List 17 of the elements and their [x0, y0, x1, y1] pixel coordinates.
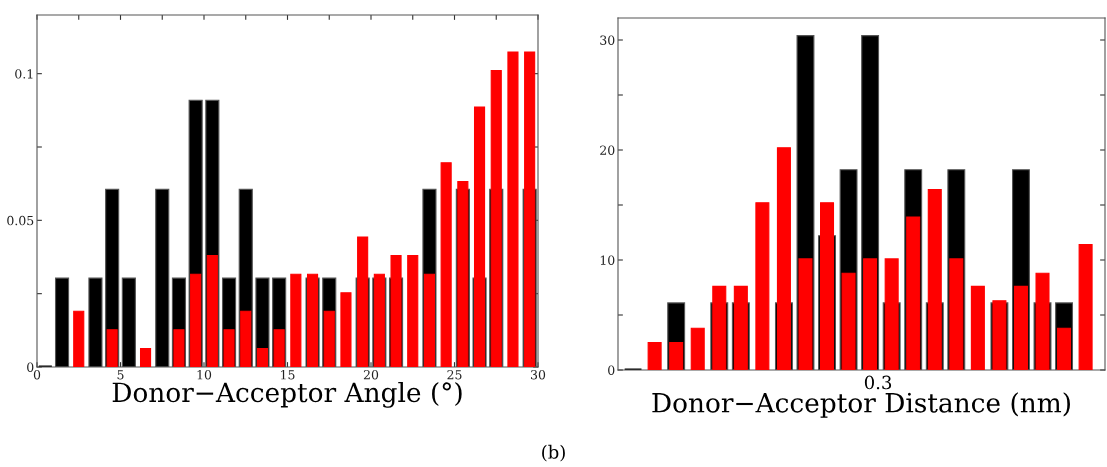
x-tick-label: 30: [531, 370, 546, 380]
y-tick-label: 30: [600, 35, 615, 45]
x-tick-label: 5: [117, 370, 124, 380]
y-tick-label: 20: [600, 145, 615, 155]
x-axis-title: Donor−Acceptor Distance (nm): [652, 392, 1070, 418]
text: 0.3: [864, 375, 892, 390]
y-tick-label: 0.05: [7, 215, 34, 226]
x-tick-label: 0: [33, 370, 41, 380]
text: (b): [542, 444, 565, 462]
x-tick-label: 25: [447, 370, 462, 380]
y-tick-label: 10: [600, 255, 615, 265]
x-tick-label: 20: [363, 370, 379, 380]
y-tick-label: 0.1: [15, 69, 33, 79]
y-tick-label: 0: [27, 362, 34, 372]
x-tick-label: 10: [197, 370, 212, 380]
x-axis-title: Donor−Acceptor Angle (°): [112, 381, 462, 408]
x-tick-label: 15: [281, 370, 295, 380]
